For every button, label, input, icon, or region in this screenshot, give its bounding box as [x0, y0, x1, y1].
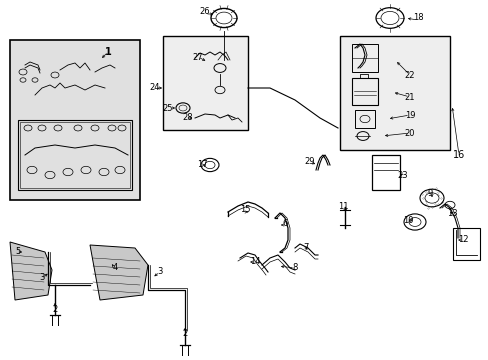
- Text: 7: 7: [303, 243, 308, 252]
- Text: 18: 18: [412, 13, 423, 22]
- Text: 15: 15: [239, 206, 250, 215]
- Text: 27: 27: [192, 53, 203, 62]
- Bar: [339, 36, 449, 150]
- Bar: [351, 44, 377, 72]
- Text: 3: 3: [39, 274, 44, 283]
- Bar: [354, 110, 374, 128]
- Text: 22: 22: [404, 71, 414, 80]
- Text: 6: 6: [282, 220, 287, 229]
- Text: 26: 26: [199, 8, 210, 17]
- Text: 21: 21: [404, 93, 414, 102]
- Text: 9: 9: [427, 189, 432, 198]
- Text: 4: 4: [112, 264, 118, 273]
- Polygon shape: [10, 242, 52, 300]
- Text: 10: 10: [402, 216, 412, 225]
- Bar: [371, 155, 399, 190]
- Text: 13: 13: [446, 208, 456, 217]
- Bar: [10, 40, 140, 200]
- Text: 8: 8: [292, 264, 297, 273]
- Bar: [163, 36, 247, 130]
- Text: 2: 2: [52, 306, 58, 315]
- Bar: [351, 78, 377, 105]
- Text: 3: 3: [157, 267, 163, 276]
- Text: 14: 14: [249, 257, 260, 266]
- Bar: [20, 122, 130, 188]
- Text: 28: 28: [183, 113, 193, 122]
- Text: 11: 11: [337, 202, 347, 211]
- Text: 1: 1: [104, 47, 111, 57]
- Text: 16: 16: [452, 150, 464, 160]
- Bar: [18, 120, 132, 190]
- Text: 24: 24: [149, 84, 160, 93]
- Text: 5: 5: [15, 248, 20, 256]
- Polygon shape: [90, 245, 148, 300]
- Text: 20: 20: [404, 129, 414, 138]
- Text: 25: 25: [163, 104, 173, 112]
- Text: 17: 17: [196, 161, 207, 170]
- Bar: [452, 228, 479, 260]
- Text: 29: 29: [304, 157, 315, 166]
- Text: 23: 23: [397, 171, 407, 180]
- Text: 2: 2: [182, 329, 187, 338]
- Text: 19: 19: [404, 111, 414, 120]
- Text: 12: 12: [457, 235, 468, 244]
